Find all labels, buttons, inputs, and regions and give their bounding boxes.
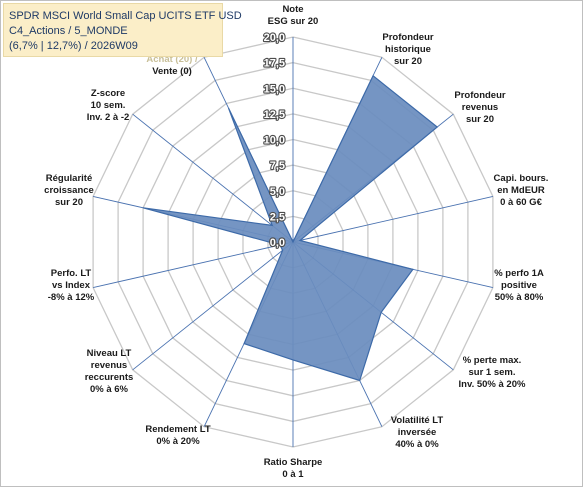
svg-text:12,5: 12,5 bbox=[264, 109, 285, 121]
chart-title-line-2: C4_Actions / 5_MONDE bbox=[9, 25, 128, 37]
svg-text:0% à 6%: 0% à 6% bbox=[90, 384, 129, 395]
svg-text:10,0: 10,0 bbox=[264, 135, 285, 147]
radar-series bbox=[142, 74, 439, 382]
tick-label-5: 12,512,5 bbox=[262, 108, 286, 122]
svg-text:en MdEUR: en MdEUR bbox=[497, 185, 545, 196]
svg-text:-8% à 12%: -8% à 12% bbox=[48, 292, 95, 303]
axis-label-8: Rendement LT0% à 20% bbox=[145, 424, 210, 447]
svg-text:ESG sur 20: ESG sur 20 bbox=[268, 16, 319, 27]
chart-title-box: SPDR MSCI World Small Cap UCITS ETF USD … bbox=[3, 3, 242, 57]
svg-text:0 à 1: 0 à 1 bbox=[282, 469, 304, 480]
svg-text:inversée: inversée bbox=[398, 427, 437, 438]
svg-text:sur 20: sur 20 bbox=[394, 56, 422, 67]
svg-text:Vente (0): Vente (0) bbox=[152, 66, 192, 77]
spoke-3 bbox=[292, 195, 494, 243]
svg-text:0 à 60 G€: 0 à 60 G€ bbox=[500, 197, 542, 208]
svg-text:revenus: revenus bbox=[91, 360, 127, 371]
svg-text:17,5: 17,5 bbox=[264, 58, 285, 70]
svg-text:Inv. 2 à -2: Inv. 2 à -2 bbox=[87, 112, 130, 123]
svg-text:Z-score: Z-score bbox=[91, 88, 125, 99]
tick-label-7: 17,517,5 bbox=[262, 57, 286, 71]
svg-text:Volatilité LT: Volatilité LT bbox=[391, 415, 444, 426]
svg-text:12,5: 12,5 bbox=[264, 109, 285, 121]
tick-label-1: 2,52,5 bbox=[269, 210, 286, 224]
tick-label-6: 15,015,0 bbox=[262, 82, 286, 96]
svg-text:20,0: 20,0 bbox=[264, 32, 285, 44]
svg-text:Rendement LT: Rendement LT bbox=[145, 424, 210, 435]
svg-text:Niveau LT: Niveau LT bbox=[87, 348, 132, 359]
chart-title-line-1: SPDR MSCI World Small Cap UCITS ETF USD bbox=[9, 10, 242, 22]
tick-label-2: 5,05,0 bbox=[269, 185, 286, 199]
svg-text:0,0: 0,0 bbox=[270, 237, 285, 249]
svg-text:historique: historique bbox=[385, 44, 431, 55]
chart-title-line-3: (6,7% | 12,7%) / 2026W09 bbox=[9, 40, 138, 52]
svg-text:revenus: revenus bbox=[462, 102, 498, 113]
axis-label-5: % perte max.sur 1 sem.Inv. 50% à 20% bbox=[459, 355, 526, 390]
svg-text:% perfo 1A: % perfo 1A bbox=[494, 268, 544, 279]
svg-text:croissance: croissance bbox=[44, 185, 94, 196]
svg-text:7,5: 7,5 bbox=[270, 160, 285, 172]
svg-text:Profondeur: Profondeur bbox=[454, 90, 505, 101]
svg-text:15,0: 15,0 bbox=[264, 83, 285, 95]
svg-text:0% à 20%: 0% à 20% bbox=[156, 436, 200, 447]
svg-text:Régularité: Régularité bbox=[46, 173, 92, 184]
svg-text:5,0: 5,0 bbox=[270, 186, 285, 198]
svg-text:reccurents: reccurents bbox=[85, 372, 134, 383]
svg-text:40% à 0%: 40% à 0% bbox=[395, 439, 439, 450]
tick-label-0: 0,00,0 bbox=[269, 236, 286, 250]
svg-text:10 sem.: 10 sem. bbox=[91, 100, 126, 111]
svg-text:17,5: 17,5 bbox=[264, 58, 285, 70]
svg-text:15,0: 15,0 bbox=[264, 83, 285, 95]
tick-label-4: 10,010,0 bbox=[262, 133, 286, 147]
svg-text:Capi. bours.: Capi. bours. bbox=[494, 173, 549, 184]
svg-text:50% à 80%: 50% à 80% bbox=[495, 292, 544, 303]
spoke-10 bbox=[92, 241, 294, 289]
svg-text:sur 20: sur 20 bbox=[55, 197, 83, 208]
svg-text:5,0: 5,0 bbox=[270, 186, 285, 198]
svg-text:Perfo. LT: Perfo. LT bbox=[51, 268, 92, 279]
svg-text:2,5: 2,5 bbox=[270, 211, 285, 223]
spoke-12 bbox=[132, 113, 294, 243]
tick-label-8: 20,020,0 bbox=[262, 31, 286, 45]
radial-tick-labels: 0,00,0 2,52,5 5,05,0 7,57,5 10,010,0 12,512,5… bbox=[262, 31, 286, 250]
svg-text:sur 20: sur 20 bbox=[466, 114, 494, 125]
spoke-9 bbox=[132, 241, 294, 371]
svg-text:Profondeur: Profondeur bbox=[382, 32, 433, 43]
svg-text:sur 1 sem.: sur 1 sem. bbox=[469, 367, 516, 378]
svg-text:20,0: 20,0 bbox=[264, 32, 285, 44]
svg-text:0,0: 0,0 bbox=[270, 237, 285, 249]
svg-text:Ratio Sharpe: Ratio Sharpe bbox=[264, 457, 323, 468]
svg-text:Note: Note bbox=[282, 4, 303, 15]
tick-label-3: 7,57,5 bbox=[269, 159, 286, 173]
svg-text:2,5: 2,5 bbox=[270, 211, 285, 223]
svg-text:vs Index: vs Index bbox=[52, 280, 91, 291]
svg-text:positive: positive bbox=[501, 280, 537, 291]
svg-text:7,5: 7,5 bbox=[270, 160, 285, 172]
svg-text:Achat (20) /: Achat (20) / bbox=[146, 54, 198, 65]
svg-text:10,0: 10,0 bbox=[264, 135, 285, 147]
svg-text:% perte max.: % perte max. bbox=[463, 355, 522, 366]
svg-text:Inv. 50% à 20%: Inv. 50% à 20% bbox=[459, 379, 526, 390]
